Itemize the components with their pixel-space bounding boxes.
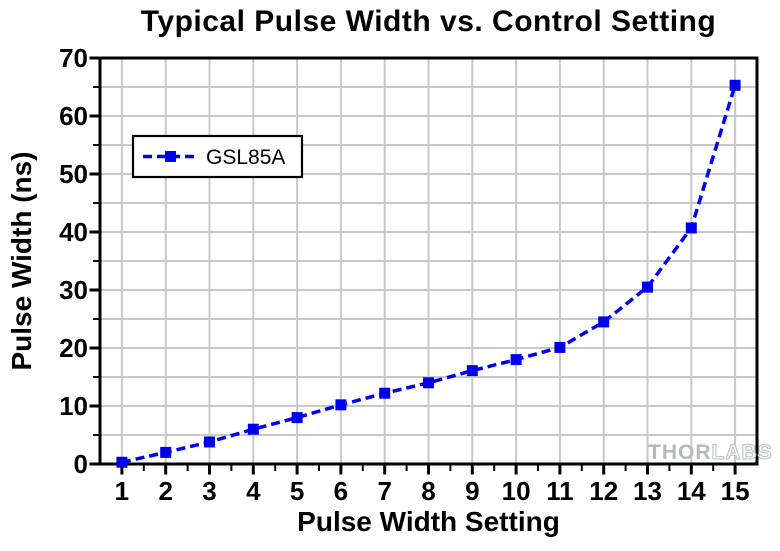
x-tick-label: 9	[465, 476, 479, 506]
x-tick-label: 14	[677, 476, 706, 506]
y-tick-label: 40	[59, 217, 88, 247]
data-point-marker	[729, 79, 741, 91]
x-tick-label: 4	[246, 476, 261, 506]
x-tick-label: 10	[502, 476, 531, 506]
data-point-marker	[379, 387, 391, 399]
x-tick-label: 11	[546, 476, 574, 506]
watermark-labs: LABS	[712, 441, 773, 464]
x-tick-label: 3	[202, 476, 216, 506]
data-point-marker	[642, 281, 653, 293]
y-tick-label: 20	[59, 333, 88, 363]
x-tick-label: 1	[115, 476, 129, 506]
y-tick-label: 50	[59, 159, 88, 189]
y-tick-label: 0	[74, 449, 88, 479]
thorlabs-watermark: THORLABS	[648, 441, 773, 464]
x-tick-label: 7	[377, 476, 391, 506]
legend-series-label: GSL85A	[206, 146, 285, 169]
plot-border	[98, 56, 759, 466]
data-point-marker	[554, 341, 566, 353]
watermark-thor: THOR	[648, 441, 712, 464]
data-point-marker	[598, 316, 610, 328]
x-tick-label: 13	[633, 476, 662, 506]
data-point-marker	[423, 377, 434, 389]
x-tick-label: 6	[334, 476, 348, 506]
data-point-marker	[335, 399, 347, 411]
data-point-marker	[247, 423, 259, 435]
data-point-marker	[116, 456, 128, 468]
y-tick-label: 70	[59, 43, 88, 73]
y-tick-label: 60	[59, 101, 88, 131]
x-tick-label: 15	[721, 476, 750, 506]
x-tick-label: 8	[421, 476, 435, 506]
chart-title: Typical Pulse Width vs. Control Setting	[140, 5, 717, 38]
data-point-marker	[466, 365, 478, 377]
x-tick-label: 5	[290, 476, 304, 506]
y-tick-label: 30	[59, 275, 88, 305]
data-point-marker	[291, 412, 303, 424]
legend-square-marker-icon	[165, 151, 176, 162]
data-point-marker	[685, 222, 697, 234]
y-tick-label: 10	[59, 391, 88, 421]
x-tick-label: 12	[589, 476, 618, 506]
data-point-marker	[160, 446, 172, 458]
legend: GSL85A	[131, 134, 304, 179]
data-point-marker	[204, 436, 215, 448]
x-tick-label: 2	[158, 476, 172, 506]
data-point-marker	[510, 354, 522, 366]
x-axis-label: Pulse Width Setting	[297, 506, 560, 537]
